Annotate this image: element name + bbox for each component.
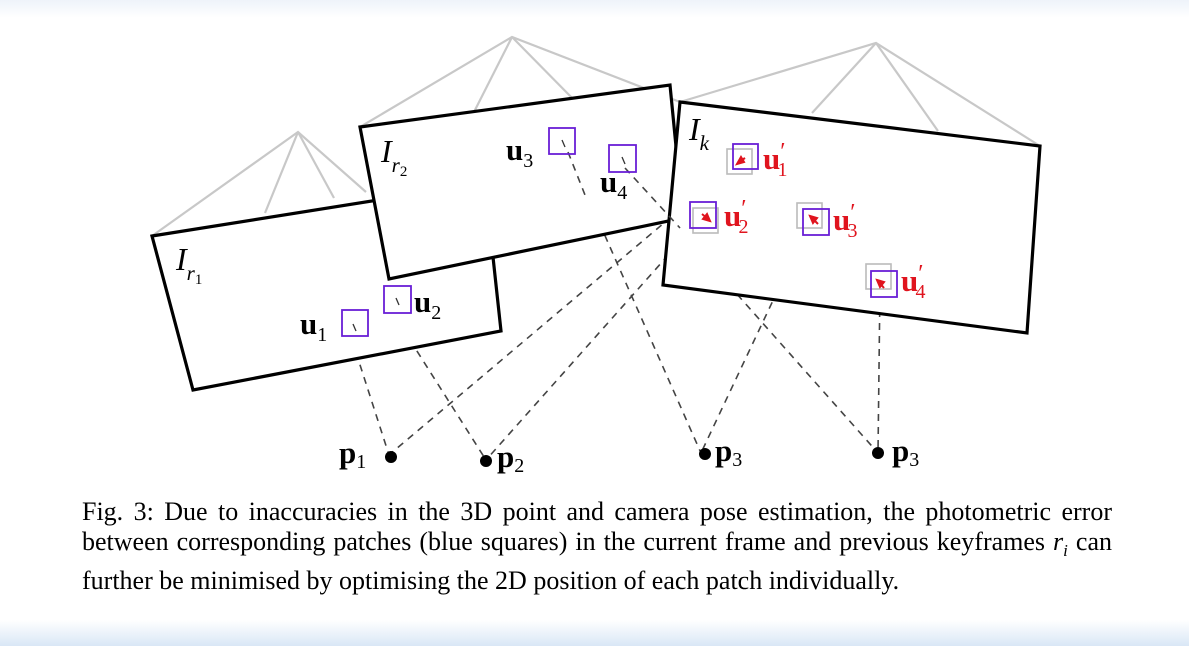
- ray-u1p-p1: [388, 157, 742, 456]
- arrow-u2p-head: [701, 212, 712, 223]
- arrow-u1p-head: [734, 155, 746, 166]
- label-u1: u1: [300, 306, 327, 346]
- ray-inner-u3: [567, 151, 588, 201]
- label-p1: p1: [339, 435, 366, 473]
- points-3d: [385, 447, 884, 467]
- patch-u3: [548, 127, 576, 155]
- arrow-u3p-head: [808, 214, 819, 225]
- tick-u1: [352, 323, 357, 332]
- point-p3b: [872, 447, 884, 459]
- caption-ri-main: r: [1053, 527, 1064, 556]
- ray-u4-p4: [624, 167, 879, 454]
- label-u3-prime: u′ 3: [833, 200, 858, 242]
- caption-part2: can further be minimised by optimising t…: [82, 527, 1113, 596]
- caption-ri-sub: i: [1063, 541, 1068, 561]
- point-p2: [480, 455, 492, 467]
- arrow-u4p-head: [875, 278, 886, 289]
- patch-u2: [383, 285, 412, 314]
- figure-caption: Fig. 3: Due to inaccuracies in the 3D po…: [82, 497, 1112, 596]
- ray-inner-u4: [624, 167, 681, 229]
- camera-pyramids: [151, 35, 1041, 237]
- label-u2: u2: [414, 284, 441, 324]
- frame-r2: [358, 83, 685, 281]
- tick-u4: [621, 156, 626, 165]
- patch-squares: [341, 127, 898, 337]
- image-planes: [149, 83, 1042, 392]
- caption-part1: Fig. 3: Due to inaccuracies in the 3D po…: [82, 497, 1112, 556]
- pyramid-k-edge: [811, 42, 877, 114]
- old-patch-u3p: [796, 202, 823, 229]
- label-u4: u4: [600, 164, 627, 204]
- pyramid-r1-edge: [297, 131, 335, 199]
- old-patch-positions: [692, 148, 892, 290]
- pyramid-r2-edge: [473, 36, 513, 113]
- correction-arrows: [701, 155, 886, 289]
- inner-rays: [567, 151, 681, 229]
- label-frame-r2: Ir2: [380, 133, 407, 180]
- patch-u4p: [870, 270, 898, 298]
- label-frame-k: Ik: [688, 111, 710, 155]
- patch-u1p: [732, 143, 759, 170]
- pyramid-k-edge: [875, 42, 939, 132]
- label-u1-prime: u′ 1: [763, 139, 788, 181]
- old-patch-u2p: [692, 207, 719, 234]
- patch-u4: [608, 144, 637, 173]
- caption-ri: ri: [1053, 527, 1068, 560]
- point-p3a: [699, 448, 711, 460]
- point-p1: [385, 451, 397, 463]
- label-u2-prime: u′ 2: [724, 196, 749, 238]
- tick-u3: [561, 139, 566, 148]
- patch-u2p: [689, 201, 717, 229]
- patch-ticks: [352, 139, 626, 332]
- figure-diagram: Ir1 Ir2 Ik u1 u2 u3 u4 u′ 1 u′ 2 u′ 3 u′ 4 p…: [149, 35, 1042, 477]
- patch-u3p: [802, 208, 830, 236]
- label-frame-r1: Ir1: [175, 241, 202, 288]
- label-p2: p2: [497, 439, 524, 477]
- label-p3a: p3: [715, 433, 742, 471]
- pyramid-r1-edge: [263, 131, 300, 214]
- old-patch-u4p: [865, 263, 892, 290]
- old-patch-u1p: [726, 148, 753, 175]
- label-u4-prime: u′ 4: [901, 261, 926, 303]
- label-p3b: p3: [892, 433, 919, 471]
- tick-u2: [395, 297, 400, 306]
- pyramid-r2-edge: [511, 36, 579, 105]
- patch-u1: [341, 309, 369, 337]
- label-u3: u3: [506, 132, 533, 172]
